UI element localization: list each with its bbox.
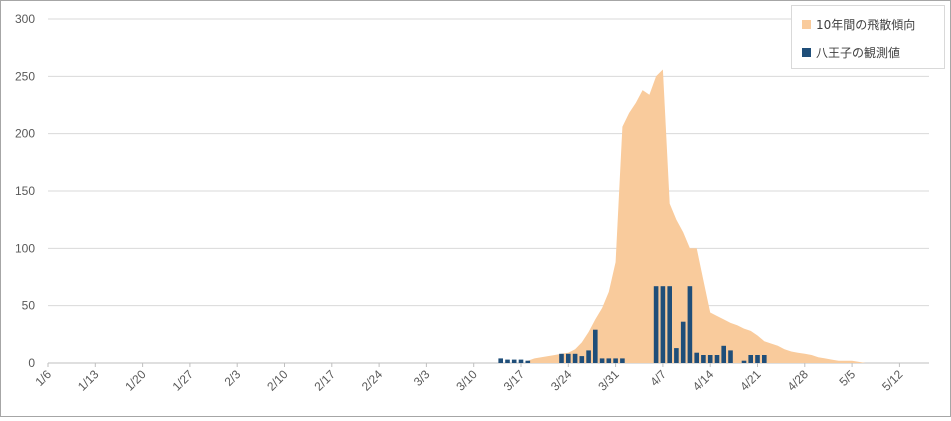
observation-bar-layer bbox=[498, 286, 767, 363]
observation-bar bbox=[559, 353, 564, 363]
observation-bar bbox=[572, 353, 578, 363]
x-tick-label: 4/28 bbox=[785, 367, 812, 394]
legend-item-trend: 10年間の飛散傾向 bbox=[802, 14, 915, 34]
legend-swatch-trend bbox=[802, 19, 811, 29]
y-tick-label: 150 bbox=[15, 184, 35, 198]
observation-bar bbox=[694, 352, 699, 363]
observation-bar bbox=[620, 358, 625, 363]
y-tick-label: 100 bbox=[15, 241, 35, 255]
observation-bar bbox=[687, 286, 693, 363]
observation-bar bbox=[511, 359, 517, 363]
observation-bar bbox=[728, 350, 733, 363]
x-tick-label: 4/7 bbox=[647, 367, 669, 389]
x-tick-label: 1/6 bbox=[32, 367, 54, 389]
observation-bar bbox=[498, 358, 503, 363]
x-tick-label: 2/24 bbox=[359, 367, 386, 394]
x-tick-label: 2/10 bbox=[264, 367, 291, 394]
x-tick-label: 3/31 bbox=[595, 367, 622, 394]
observation-bar bbox=[599, 358, 605, 363]
observation-bar bbox=[613, 358, 618, 363]
legend-item-observed: 八王子の観測値 bbox=[802, 42, 900, 62]
observation-bar bbox=[667, 286, 672, 363]
observation-bar bbox=[755, 355, 760, 363]
x-tick-label: 1/13 bbox=[75, 367, 102, 394]
legend-swatch-observed bbox=[802, 47, 811, 57]
y-tick-label: 50 bbox=[22, 299, 36, 313]
observation-bar bbox=[566, 353, 571, 363]
observation-bar bbox=[660, 286, 666, 363]
trend-area bbox=[527, 69, 866, 363]
x-tick-label: 4/21 bbox=[737, 367, 764, 394]
x-tick-label: 3/3 bbox=[411, 367, 433, 389]
observation-bar bbox=[680, 321, 686, 363]
x-tick-label: 5/12 bbox=[879, 367, 906, 394]
y-axis: 0 50 100 150 200 250 300 bbox=[15, 12, 35, 370]
x-tick-label: 2/3 bbox=[222, 367, 244, 389]
x-tick-label: 3/17 bbox=[501, 367, 528, 394]
observation-bar bbox=[748, 355, 753, 363]
observation-bar bbox=[653, 286, 659, 363]
observation-bar bbox=[518, 359, 524, 363]
observation-bar bbox=[606, 358, 612, 363]
gridlines bbox=[48, 18, 929, 364]
observation-bar bbox=[701, 355, 706, 363]
observation-bar bbox=[579, 356, 585, 363]
x-axis: 1/6 1/13 1/20 1/27 2/3 2/10 2/17 2/24 3/3 3/10 3/1… bbox=[32, 363, 906, 394]
observation-bar bbox=[505, 359, 510, 363]
observation-bar bbox=[586, 350, 591, 363]
y-tick-label: 300 bbox=[15, 12, 35, 26]
observation-bar bbox=[674, 348, 679, 363]
observation-bar bbox=[762, 355, 767, 363]
x-tick-label: 1/27 bbox=[170, 367, 197, 394]
legend-label-observed: 八王子の観測値 bbox=[816, 45, 901, 60]
trend-area-layer bbox=[527, 69, 866, 363]
y-tick-label: 200 bbox=[15, 127, 35, 141]
observation-bar bbox=[525, 360, 531, 363]
x-tick-label: 5/5 bbox=[837, 367, 859, 389]
x-tick-label: 3/24 bbox=[548, 367, 575, 394]
x-tick-label: 1/20 bbox=[122, 367, 149, 394]
observation-bar bbox=[721, 345, 726, 363]
x-tick-label: 3/10 bbox=[453, 367, 480, 394]
x-tick-label: 2/17 bbox=[312, 367, 339, 394]
y-tick-label: 0 bbox=[28, 356, 35, 370]
legend-label-trend: 10年間の飛散傾向 bbox=[816, 17, 916, 32]
legend: 10年間の飛散傾向 八王子の観測値 bbox=[791, 5, 945, 69]
observation-bar bbox=[741, 360, 747, 363]
observation-bar bbox=[707, 355, 713, 363]
observation-bar bbox=[714, 355, 720, 363]
y-tick-label: 250 bbox=[15, 69, 35, 83]
observation-bar bbox=[593, 329, 598, 363]
x-tick-label: 4/14 bbox=[690, 367, 717, 394]
